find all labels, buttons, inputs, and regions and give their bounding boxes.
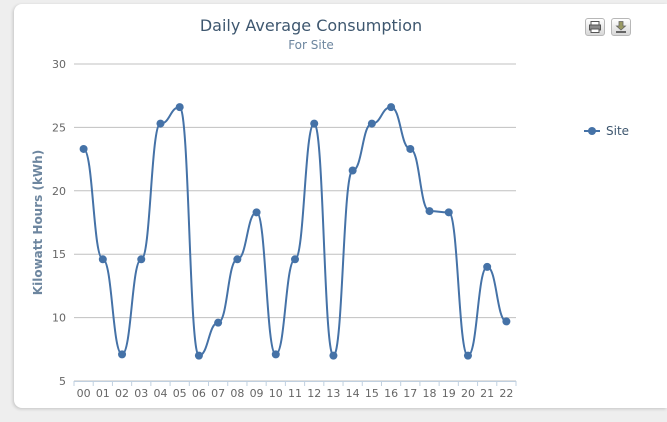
data-point[interactable] (329, 351, 338, 360)
y-tick-label: 10 (52, 312, 66, 325)
print-button[interactable] (585, 18, 605, 36)
x-tick-label: 01 (96, 387, 110, 400)
x-tick-label: 15 (365, 387, 379, 400)
x-tick-label: 04 (153, 387, 167, 400)
data-point[interactable] (118, 350, 127, 359)
x-tick-label: 21 (480, 387, 494, 400)
x-tick-label: 12 (307, 387, 321, 400)
data-point[interactable] (194, 351, 203, 360)
x-tick-label: 08 (230, 387, 244, 400)
data-point[interactable] (387, 103, 396, 112)
x-tick-label: 17 (403, 387, 417, 400)
printer-icon (589, 21, 601, 33)
data-point[interactable] (98, 255, 107, 264)
series-site (79, 103, 511, 360)
data-point[interactable] (502, 317, 511, 326)
x-tick-label: 10 (269, 387, 283, 400)
chart-title: Daily Average Consumption (199, 16, 423, 35)
data-point[interactable] (444, 208, 453, 217)
data-point[interactable] (348, 166, 357, 175)
data-point[interactable] (79, 144, 88, 153)
data-point[interactable] (137, 255, 146, 264)
data-point[interactable] (156, 119, 165, 128)
export-button[interactable] (611, 18, 631, 36)
data-point[interactable] (233, 255, 242, 264)
data-point[interactable] (463, 351, 472, 360)
data-point[interactable] (310, 119, 319, 128)
grid-lines (74, 63, 516, 382)
x-tick-label: 22 (499, 387, 513, 400)
y-tick-label: 15 (52, 248, 66, 261)
data-point[interactable] (175, 103, 184, 112)
data-point[interactable] (252, 208, 261, 217)
x-tick-label: 18 (423, 387, 437, 400)
legend[interactable]: Site (584, 124, 629, 138)
data-point[interactable] (367, 119, 376, 128)
x-tick-label: 13 (326, 387, 340, 400)
x-tick-label: 09 (250, 387, 264, 400)
x-tick-label: 20 (461, 387, 475, 400)
data-point[interactable] (483, 262, 492, 271)
chart-subtitle: For Site (288, 38, 334, 52)
data-point[interactable] (425, 207, 434, 216)
y-axis-ticks: 5 10 15 20 25 30 (52, 58, 66, 388)
x-tick-label: 11 (288, 387, 302, 400)
x-tick-label: 03 (134, 387, 148, 400)
y-tick-label: 5 (59, 375, 66, 388)
x-tick-label: 19 (442, 387, 456, 400)
x-tick-label: 02 (115, 387, 129, 400)
download-icon (615, 21, 627, 33)
x-tick-label: 05 (173, 387, 187, 400)
data-point[interactable] (406, 144, 415, 153)
x-tick-label: 16 (384, 387, 398, 400)
x-tick-label: 14 (346, 387, 360, 400)
series-line (82, 106, 507, 357)
legend-marker (588, 127, 596, 135)
chart-panel (14, 4, 667, 408)
y-tick-label: 30 (52, 58, 66, 71)
y-tick-label: 20 (52, 185, 66, 198)
y-axis-label: Kilowatt Hours (kWh) (31, 150, 45, 295)
legend-label[interactable]: Site (606, 124, 629, 138)
y-tick-label: 25 (52, 121, 66, 134)
x-tick-label: 06 (192, 387, 206, 400)
data-point[interactable] (291, 255, 299, 264)
data-point[interactable] (271, 350, 280, 359)
data-point[interactable] (214, 318, 223, 327)
x-axis-ticks: 00 01 02 03 04 05 06 07 08 09 10 11 12 13 14 15 16 17 18 19… (73, 381, 517, 400)
x-tick-label: 07 (211, 387, 225, 400)
x-tick-label: 00 (77, 387, 91, 400)
